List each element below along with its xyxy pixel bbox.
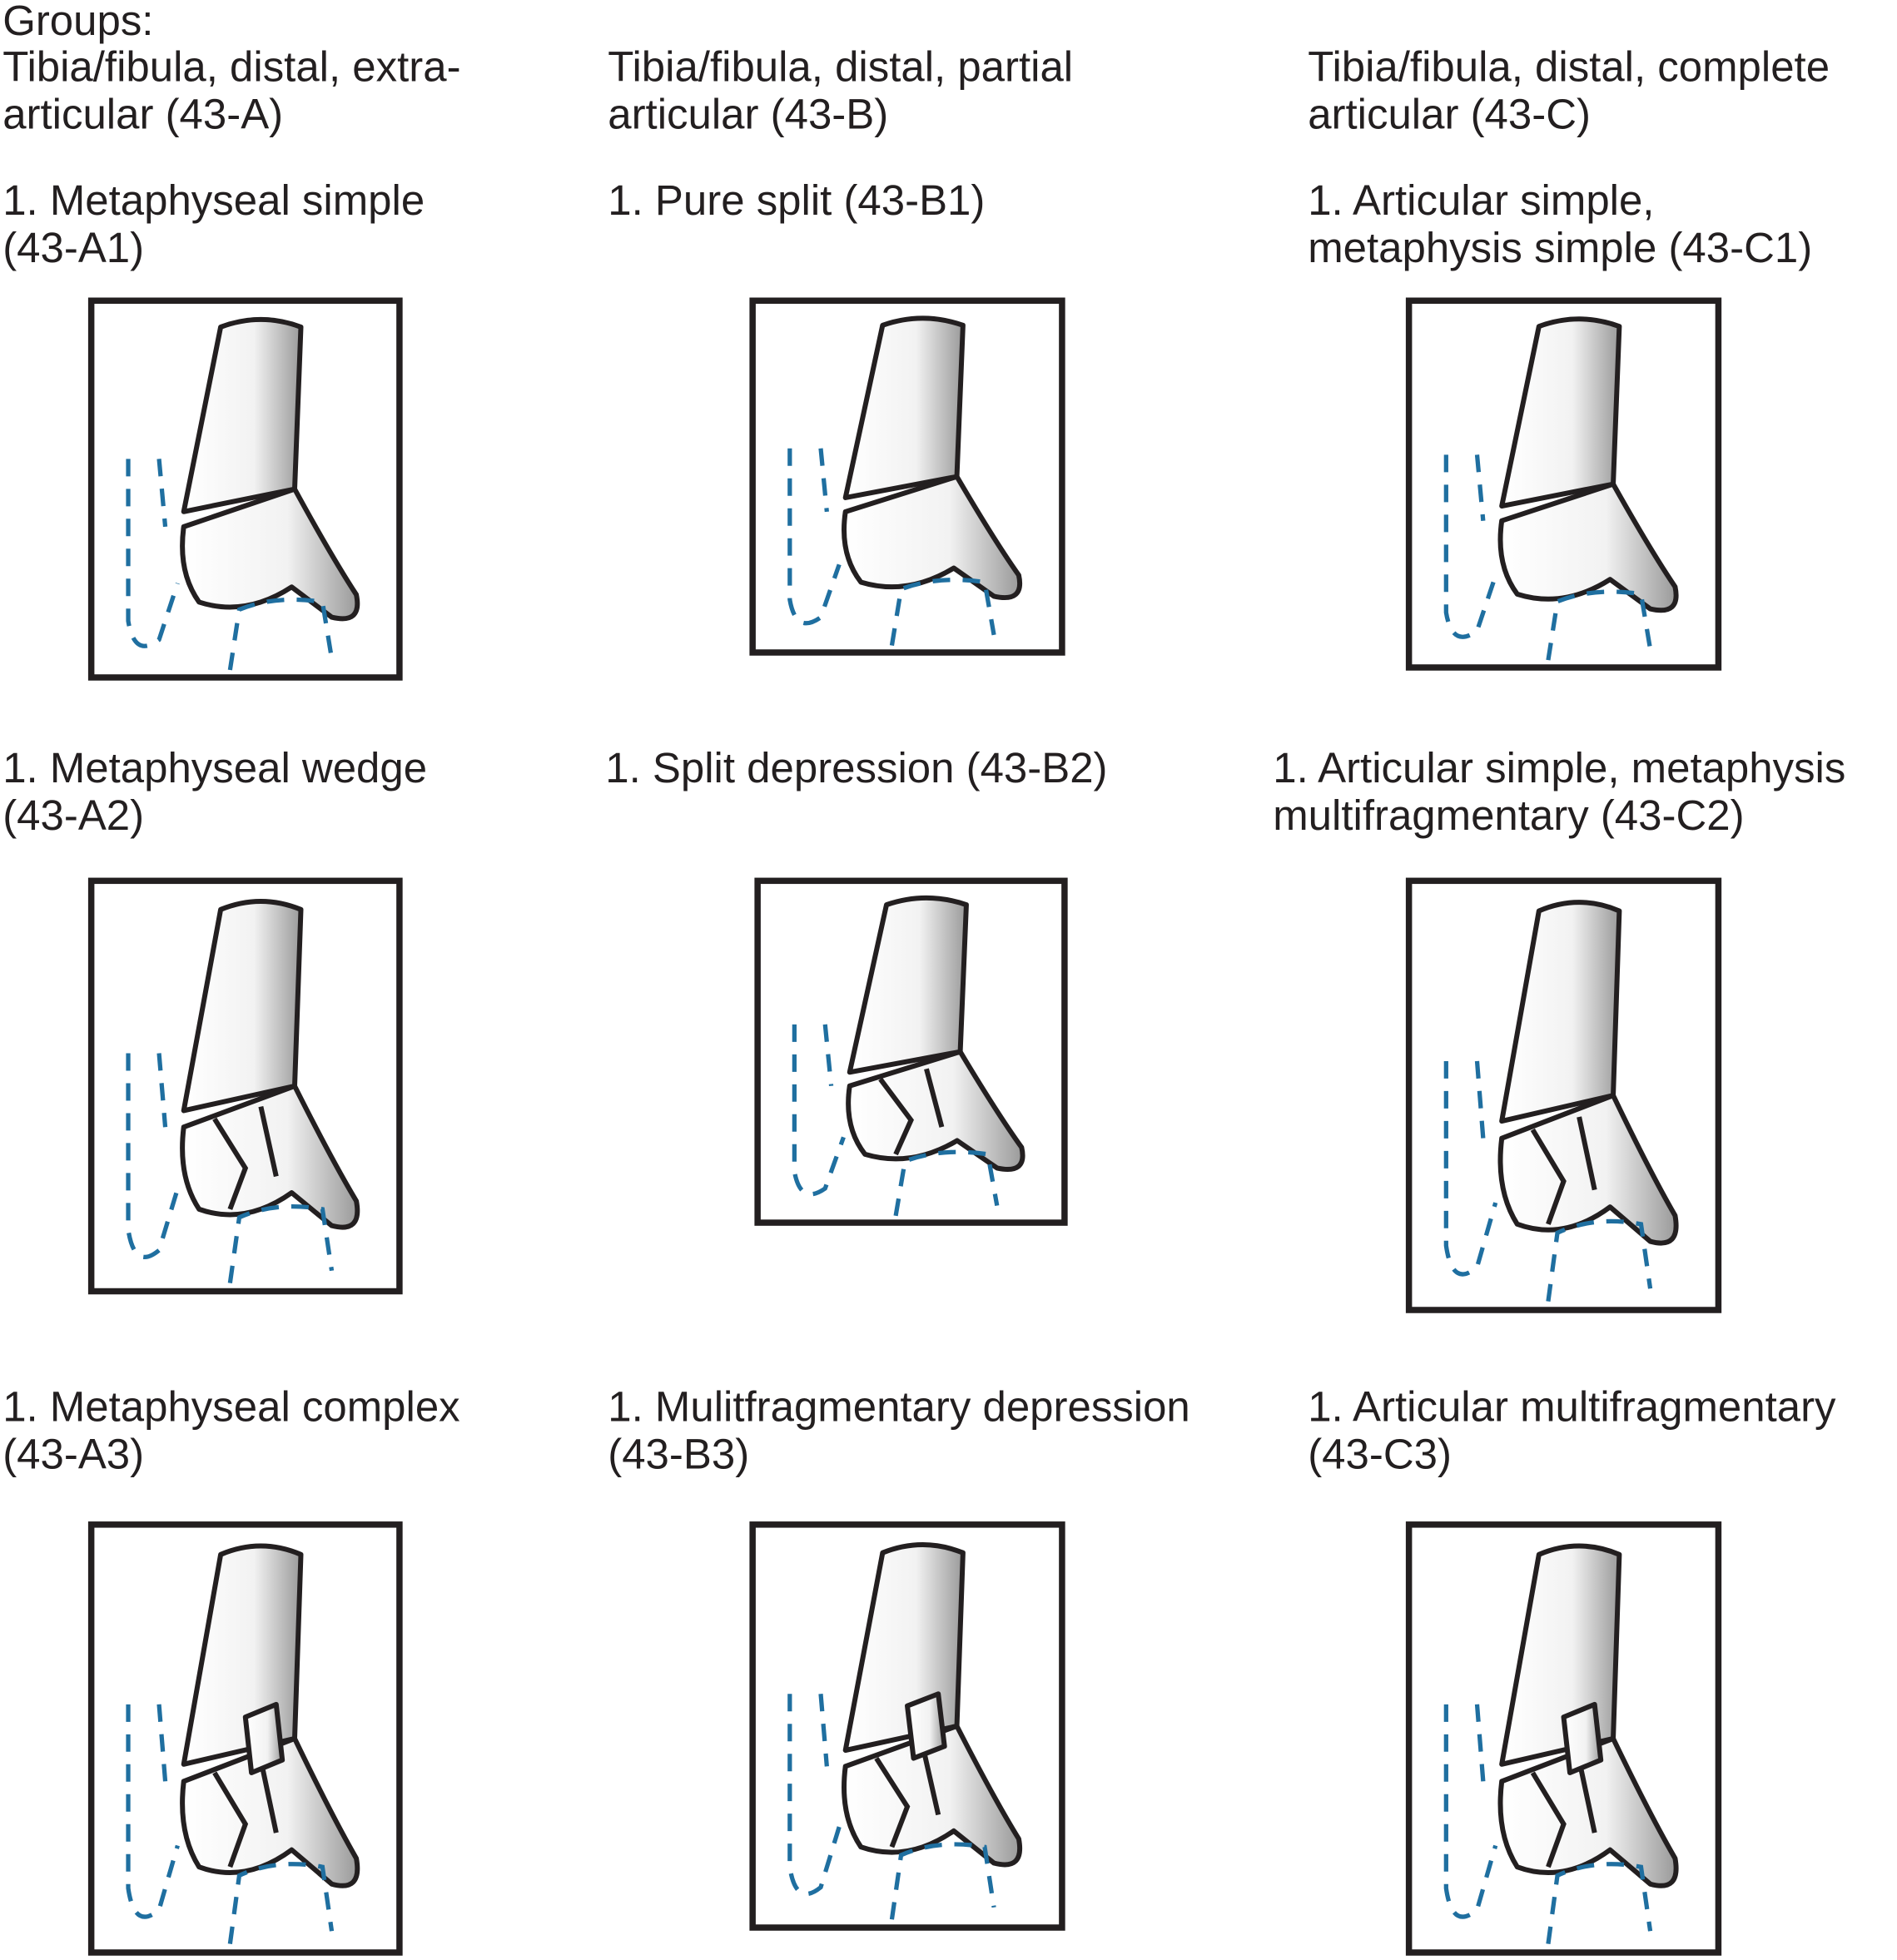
fracture-line bbox=[878, 1068, 945, 1156]
distal-fragment bbox=[1497, 481, 1679, 613]
talus-outline bbox=[1546, 589, 1653, 661]
item-label: 1. Metaphyseal simple bbox=[2, 176, 425, 224]
item-label: 1. Articular multifragmentary bbox=[1308, 1382, 1836, 1430]
item-label: (43-C3) bbox=[1308, 1430, 1452, 1477]
group-title: Tibia/fibula, distal, extra- bbox=[2, 42, 460, 90]
fibula-outline bbox=[787, 1694, 842, 1897]
figure-frame bbox=[749, 297, 1065, 656]
fibula-outline bbox=[787, 448, 842, 626]
item-label: metaphysis simple (43-C1) bbox=[1308, 224, 1812, 271]
tibia-shaft bbox=[847, 895, 969, 1075]
figure-frame bbox=[1405, 297, 1722, 671]
distal-fragment bbox=[180, 486, 360, 622]
item-label: multifragmentary (43-C2) bbox=[1273, 791, 1744, 839]
tibia-shaft bbox=[181, 1543, 304, 1767]
figure-frame bbox=[87, 297, 403, 681]
fracture-line bbox=[212, 1106, 279, 1210]
tibia-shaft bbox=[842, 315, 966, 500]
item-label: 1. Mulitfragmentary depression bbox=[608, 1382, 1190, 1430]
talus-outline bbox=[1546, 1218, 1653, 1303]
figure-frame bbox=[87, 877, 403, 1295]
item-label: (43-A1) bbox=[2, 224, 144, 271]
item-label: 1. Articular simple, bbox=[1308, 176, 1654, 224]
figure-frame bbox=[1405, 1521, 1722, 1956]
header-title: Groups: bbox=[2, 0, 153, 44]
fracture-line bbox=[1530, 1116, 1597, 1225]
item-label: 1. Metaphyseal complex bbox=[2, 1382, 459, 1430]
tibia-shaft bbox=[1499, 900, 1622, 1124]
fibula-outline bbox=[792, 1024, 846, 1197]
talus-outline bbox=[889, 1842, 996, 1920]
talus-outline bbox=[1546, 1862, 1653, 1945]
tibia-shaft bbox=[842, 1542, 966, 1754]
group-title: Tibia/fibula, distal, partial bbox=[608, 42, 1073, 90]
group-title: articular (43-A) bbox=[2, 90, 283, 137]
item-label: 1. Split depression (43-B2) bbox=[605, 744, 1107, 791]
fibula-outline bbox=[126, 1704, 180, 1919]
figure-frame bbox=[754, 877, 1068, 1226]
group-title: articular (43-B) bbox=[608, 90, 888, 137]
item-label: (43-B3) bbox=[608, 1430, 749, 1477]
figure-frame bbox=[1405, 877, 1722, 1313]
talus-outline bbox=[227, 1862, 335, 1945]
talus-outline bbox=[889, 578, 996, 647]
fracture-line bbox=[874, 1745, 941, 1848]
tibia-shaft bbox=[181, 316, 304, 514]
fibula-outline bbox=[126, 1053, 180, 1259]
fibula-outline bbox=[1443, 454, 1498, 639]
group-title: Tibia/fibula, distal, complete bbox=[1308, 42, 1830, 90]
fibula-outline bbox=[126, 459, 180, 648]
talus-outline bbox=[893, 1149, 1000, 1217]
item-label: (43-A3) bbox=[2, 1430, 144, 1477]
talus-outline bbox=[227, 1203, 335, 1283]
fibula-outline bbox=[1443, 1060, 1498, 1277]
item-label: 1. Articular simple, metaphysis bbox=[1273, 744, 1845, 791]
item-label: 1. Metaphyseal wedge bbox=[2, 744, 427, 791]
item-label: (43-A2) bbox=[2, 791, 144, 839]
fragment bbox=[242, 1701, 286, 1775]
figure-frame bbox=[87, 1521, 403, 1956]
item-label: 1. Pure split (43-B1) bbox=[608, 176, 985, 224]
group-title: articular (43-C) bbox=[1308, 90, 1591, 137]
tibia-shaft bbox=[181, 899, 304, 1114]
figure-frame bbox=[749, 1521, 1065, 1931]
talus-outline bbox=[227, 597, 335, 671]
fragment bbox=[1561, 1701, 1604, 1775]
fracture-line bbox=[212, 1759, 279, 1868]
fibula-outline bbox=[1443, 1704, 1498, 1919]
tibia-shaft bbox=[1499, 1543, 1622, 1767]
tibia-shaft bbox=[1499, 316, 1622, 509]
fragment bbox=[905, 1691, 947, 1761]
fracture-line bbox=[1530, 1759, 1597, 1868]
